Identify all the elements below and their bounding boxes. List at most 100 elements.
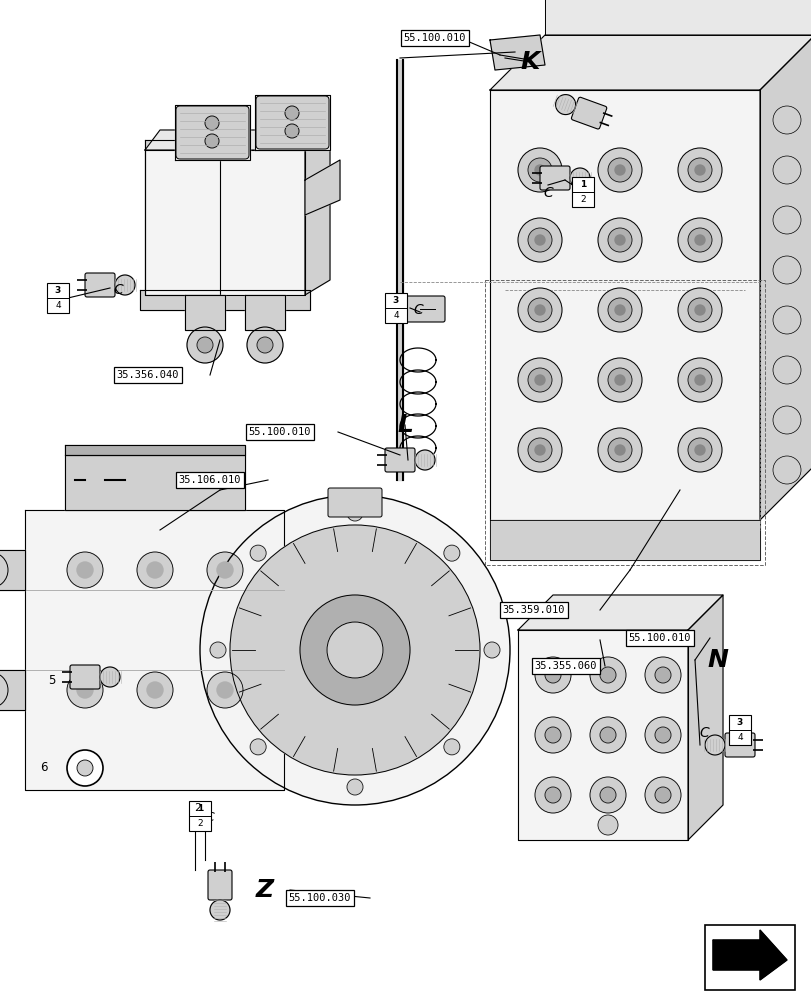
Text: 4: 4 [55, 301, 61, 310]
Circle shape [217, 562, 233, 578]
Text: 3: 3 [393, 296, 399, 305]
Text: 3: 3 [55, 286, 61, 295]
Circle shape [597, 288, 642, 332]
Circle shape [517, 358, 561, 402]
Circle shape [544, 667, 560, 683]
Circle shape [599, 667, 616, 683]
Circle shape [204, 116, 219, 130]
Text: 55.100.010: 55.100.010 [403, 33, 466, 43]
Circle shape [483, 642, 500, 658]
Text: 2: 2 [580, 195, 585, 204]
Circle shape [444, 739, 459, 755]
Polygon shape [245, 295, 285, 330]
Circle shape [704, 735, 724, 755]
Circle shape [607, 298, 631, 322]
Circle shape [67, 552, 103, 588]
Polygon shape [139, 290, 310, 310]
Circle shape [187, 327, 223, 363]
Polygon shape [305, 160, 340, 215]
Polygon shape [489, 90, 759, 520]
Circle shape [527, 368, 551, 392]
FancyBboxPatch shape [724, 733, 754, 757]
FancyBboxPatch shape [328, 488, 381, 517]
FancyBboxPatch shape [384, 448, 414, 472]
Circle shape [517, 428, 561, 472]
Circle shape [772, 456, 800, 484]
FancyBboxPatch shape [208, 870, 232, 900]
Circle shape [210, 642, 225, 658]
Text: 4: 4 [393, 311, 398, 320]
Circle shape [772, 206, 800, 234]
Circle shape [644, 657, 680, 693]
Bar [484, 280, 764, 565]
Text: 2: 2 [197, 819, 203, 828]
Polygon shape [145, 150, 305, 295]
Circle shape [614, 445, 624, 455]
Circle shape [534, 657, 570, 693]
Circle shape [644, 777, 680, 813]
Circle shape [147, 682, 163, 698]
Circle shape [607, 228, 631, 252]
Bar [704, 925, 794, 990]
Circle shape [210, 900, 230, 920]
Circle shape [67, 672, 103, 708]
Circle shape [597, 428, 642, 472]
Circle shape [115, 275, 135, 295]
Circle shape [534, 375, 544, 385]
FancyBboxPatch shape [539, 166, 569, 190]
Circle shape [607, 368, 631, 392]
Circle shape [555, 95, 575, 115]
Circle shape [677, 218, 721, 262]
Text: Z: Z [255, 878, 274, 902]
Circle shape [147, 562, 163, 578]
Circle shape [687, 158, 711, 182]
Text: 1: 1 [196, 804, 203, 813]
Circle shape [517, 218, 561, 262]
Text: N: N [706, 648, 727, 672]
Circle shape [597, 148, 642, 192]
Circle shape [200, 495, 509, 805]
Circle shape [772, 256, 800, 284]
Circle shape [0, 672, 8, 708]
Circle shape [100, 667, 120, 687]
FancyBboxPatch shape [70, 665, 100, 689]
Text: 55.100.010: 55.100.010 [628, 633, 690, 643]
Circle shape [694, 235, 704, 245]
Circle shape [0, 552, 8, 588]
Circle shape [534, 717, 570, 753]
Circle shape [607, 158, 631, 182]
Polygon shape [305, 130, 329, 295]
Circle shape [414, 450, 435, 470]
Bar [189, 801, 211, 831]
Text: 35.106.010: 35.106.010 [178, 475, 241, 485]
Polygon shape [0, 670, 25, 710]
Circle shape [569, 168, 590, 188]
Circle shape [694, 165, 704, 175]
Text: C: C [543, 186, 552, 200]
FancyBboxPatch shape [255, 96, 328, 149]
Circle shape [687, 298, 711, 322]
Circle shape [614, 235, 624, 245]
Bar [47, 283, 69, 313]
Circle shape [285, 124, 298, 138]
Circle shape [527, 298, 551, 322]
Circle shape [207, 672, 242, 708]
Polygon shape [175, 105, 250, 160]
Polygon shape [517, 595, 722, 630]
Polygon shape [25, 510, 284, 790]
FancyBboxPatch shape [176, 106, 249, 159]
Circle shape [597, 358, 642, 402]
Circle shape [534, 305, 544, 315]
Circle shape [257, 337, 272, 353]
Text: 35.355.060: 35.355.060 [534, 661, 597, 671]
Circle shape [517, 148, 561, 192]
Circle shape [607, 438, 631, 462]
Circle shape [137, 552, 173, 588]
Circle shape [772, 106, 800, 134]
Polygon shape [489, 520, 759, 560]
Text: 55.100.030: 55.100.030 [289, 893, 351, 903]
Polygon shape [65, 445, 245, 455]
Circle shape [77, 562, 93, 578]
Circle shape [677, 428, 721, 472]
Polygon shape [544, 0, 811, 35]
